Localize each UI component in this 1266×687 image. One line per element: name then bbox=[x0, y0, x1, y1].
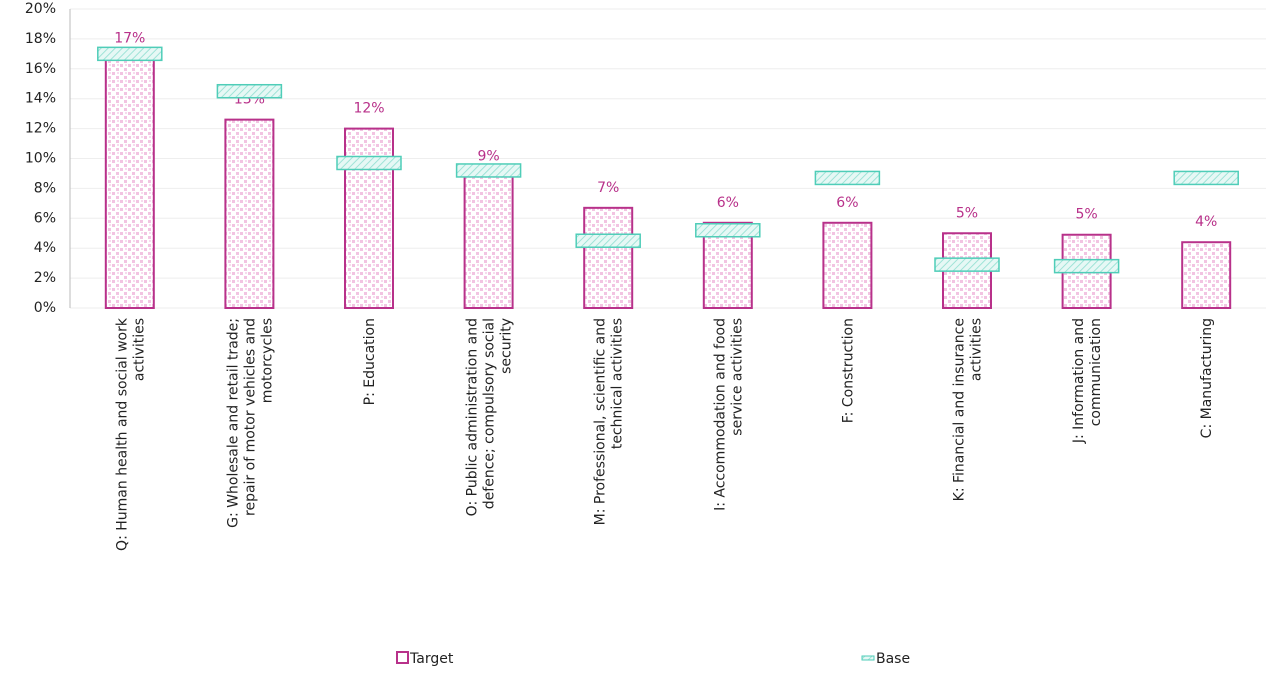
y-tick-label: 18% bbox=[25, 31, 56, 47]
bar bbox=[344, 127, 394, 309]
base-marker bbox=[336, 155, 402, 171]
bar bbox=[104, 57, 155, 309]
x-tick-label: O: Public administration anddefence; com… bbox=[465, 318, 515, 516]
y-tick-label: 6% bbox=[34, 210, 56, 226]
data-label: 17% bbox=[114, 30, 145, 46]
legend-swatch bbox=[396, 651, 409, 664]
y-tick-label: 4% bbox=[34, 240, 56, 256]
legend-label: Target bbox=[409, 651, 454, 667]
base-marker bbox=[216, 83, 283, 99]
y-tick-label: 20% bbox=[25, 1, 56, 17]
legend-swatch bbox=[861, 655, 875, 661]
data-label: 5% bbox=[956, 205, 978, 221]
y-tick-label: 8% bbox=[34, 180, 56, 196]
x-tick-label: K: Financial and insuranceactivities bbox=[952, 318, 985, 501]
y-tick-label: 2% bbox=[34, 270, 56, 286]
y-tick-label: 16% bbox=[25, 61, 56, 77]
data-label: 7% bbox=[597, 180, 619, 196]
bar bbox=[583, 206, 634, 310]
bar bbox=[1181, 241, 1232, 309]
x-tick-label: G: Wholesale and retail trade;repair of … bbox=[225, 318, 275, 528]
data-label: 5% bbox=[1075, 207, 1097, 223]
base-marker bbox=[455, 163, 522, 178]
bar bbox=[822, 221, 873, 309]
y-tick-label: 14% bbox=[25, 91, 56, 107]
base-marker bbox=[1173, 170, 1239, 186]
x-tick-label: C: Manufacturing bbox=[1199, 318, 1215, 438]
y-tick-label: 0% bbox=[34, 300, 56, 316]
bar bbox=[224, 118, 275, 309]
bar bbox=[463, 175, 514, 309]
x-tick-label: P: Education bbox=[362, 318, 378, 405]
data-label: 6% bbox=[836, 195, 858, 211]
base-marker bbox=[814, 170, 881, 186]
y-tick-label: 12% bbox=[25, 121, 56, 137]
data-label: 9% bbox=[477, 148, 499, 164]
base-marker bbox=[1053, 258, 1120, 274]
base-marker bbox=[575, 233, 641, 248]
x-tick-label: J: Information andcommunication bbox=[1071, 318, 1104, 444]
data-label: 12% bbox=[353, 101, 384, 117]
base-marker bbox=[97, 46, 163, 62]
base-marker bbox=[695, 223, 761, 238]
data-label: 6% bbox=[717, 195, 739, 211]
x-tick-label: F: Construction bbox=[840, 318, 856, 423]
x-tick-label: Q: Human health and social workactivitie… bbox=[114, 317, 147, 551]
legend-label: Base bbox=[876, 651, 910, 667]
base-marker bbox=[934, 257, 1000, 272]
data-label: 4% bbox=[1195, 214, 1217, 230]
y-tick-label: 10% bbox=[25, 151, 56, 167]
x-tick-label: M: Professional, scientific andtechnical… bbox=[593, 318, 626, 525]
x-tick-label: I: Accommodation and foodservice activit… bbox=[712, 318, 745, 511]
